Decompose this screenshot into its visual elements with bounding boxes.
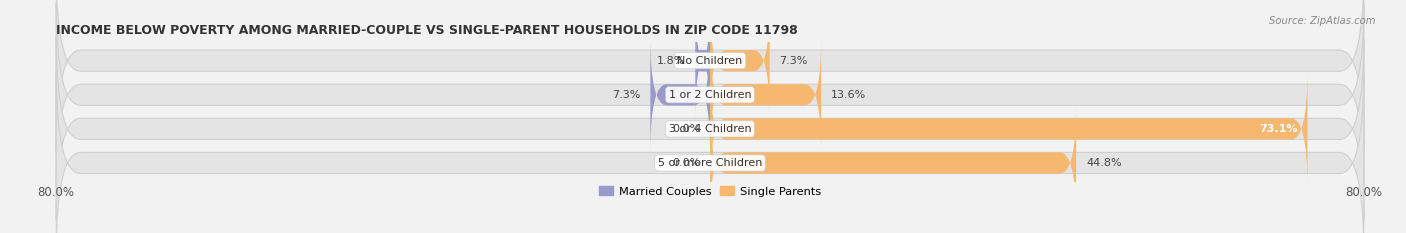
- Text: INCOME BELOW POVERTY AMONG MARRIED-COUPLE VS SINGLE-PARENT HOUSEHOLDS IN ZIP COD: INCOME BELOW POVERTY AMONG MARRIED-COUPL…: [56, 24, 799, 37]
- FancyBboxPatch shape: [56, 37, 1364, 221]
- FancyBboxPatch shape: [710, 105, 1076, 221]
- Text: 0.0%: 0.0%: [672, 158, 700, 168]
- Text: 5 or more Children: 5 or more Children: [658, 158, 762, 168]
- FancyBboxPatch shape: [651, 37, 710, 152]
- Text: 3 or 4 Children: 3 or 4 Children: [669, 124, 751, 134]
- Text: 44.8%: 44.8%: [1085, 158, 1122, 168]
- Text: 1.8%: 1.8%: [657, 56, 686, 66]
- FancyBboxPatch shape: [710, 3, 769, 118]
- Text: 7.3%: 7.3%: [612, 90, 641, 100]
- Text: 0.0%: 0.0%: [672, 124, 700, 134]
- Text: 7.3%: 7.3%: [779, 56, 808, 66]
- FancyBboxPatch shape: [710, 37, 821, 152]
- FancyBboxPatch shape: [56, 71, 1364, 233]
- Text: No Children: No Children: [678, 56, 742, 66]
- FancyBboxPatch shape: [710, 71, 1308, 186]
- Legend: Married Couples, Single Parents: Married Couples, Single Parents: [595, 182, 825, 201]
- FancyBboxPatch shape: [693, 3, 711, 118]
- Text: Source: ZipAtlas.com: Source: ZipAtlas.com: [1268, 16, 1375, 26]
- FancyBboxPatch shape: [56, 3, 1364, 186]
- FancyBboxPatch shape: [56, 0, 1364, 152]
- Text: 1 or 2 Children: 1 or 2 Children: [669, 90, 751, 100]
- Text: 13.6%: 13.6%: [831, 90, 866, 100]
- Text: 73.1%: 73.1%: [1260, 124, 1298, 134]
